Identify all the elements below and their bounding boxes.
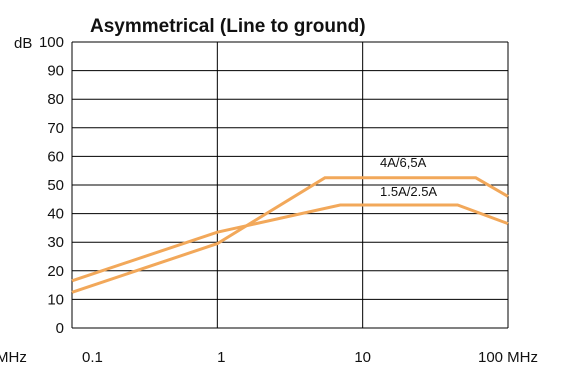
y-tick-labels: 0 10 20 30 40 50 60 70 80 90 100	[39, 34, 64, 337]
x-tick-labels: 0.1 1 10 100 MHz	[82, 349, 538, 366]
y-tick-label: 100	[39, 34, 64, 51]
series-line-0	[71, 176, 509, 294]
y-tick-label: 70	[47, 120, 64, 137]
grid	[71, 41, 509, 329]
y-tick-label: 60	[47, 148, 64, 165]
series-line-1	[71, 203, 509, 283]
series-label-0: 4A/6,5A	[380, 155, 427, 170]
y-tick-label: 80	[47, 91, 64, 108]
x-tick-label: 0.1	[82, 349, 103, 366]
series-label-1: 1.5A/2.5A	[380, 184, 437, 199]
x-tick-label: 1	[217, 349, 225, 366]
y-tick-label: 20	[47, 263, 64, 280]
x-tick-label: 100 MHz	[478, 349, 538, 366]
series-lines: 4A/6,5A 1.5A/2.5A	[71, 155, 509, 294]
y-tick-label: 50	[47, 177, 64, 194]
x-tick-label: 10	[354, 349, 371, 366]
x-unit-label-left: MHz	[0, 349, 27, 366]
y-unit-label: dB	[14, 35, 32, 52]
y-tick-label: 0	[56, 320, 64, 337]
y-tick-label: 30	[47, 234, 64, 251]
chart-title: Asymmetrical (Line to ground)	[90, 16, 366, 37]
y-tick-label: 90	[47, 63, 64, 80]
y-tick-label: 10	[47, 291, 64, 308]
y-tick-label: 40	[47, 206, 64, 223]
